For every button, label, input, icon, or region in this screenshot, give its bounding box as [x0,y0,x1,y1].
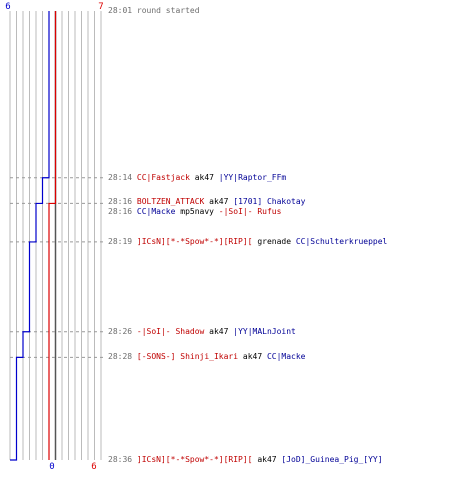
event-time: 28:01 [108,6,137,15]
event-text: ak47 [204,197,234,207]
event-text: CC|Macke [136,206,176,216]
event-time: 28:28 [108,352,137,362]
event-text: grenade [252,236,296,246]
event-row: 28:01 round started [108,6,200,15]
event-row: 28:19 ]ICsN][*-*Spow*-*][RIP][ grenade C… [108,237,387,246]
event-text: [1701] Chakotay [233,197,306,207]
event-text: |YY|MALnJoint [233,326,296,336]
event-row: 28:16 BOLTZEN_ATTACK ak47 [1701] Chakota… [108,197,306,206]
left-team-end-score: 0 [49,462,54,472]
event-row: 28:16 CC|Macke mp5navy -|SoI|- Rufus [108,207,281,216]
event-text: ak47 [238,352,267,362]
event-text: CC|Schulterkrueppel [295,236,388,246]
event-row: 28:14 CC|Fastjack ak47 |YY|Raptor_FFm [108,173,286,182]
event-time: 28:16 [108,197,137,207]
blue-team-line [10,11,50,461]
event-text: |YY|Raptor_FFm [218,172,287,182]
event-text: ak47 [189,172,219,182]
event-text: ak47 [204,326,234,336]
event-time: 28:36 [108,455,137,464]
event-text: ak47 [252,455,282,464]
event-row: 28:36 ]ICsN][*-*Spow*-*][RIP][ ak47 [JoD… [108,455,383,464]
event-text: round started [136,6,200,15]
event-text: -|SoI|- Rufus [218,206,282,216]
event-row: 28:26 -|SoI|- Shadow ak47 |YY|MALnJoint [108,327,296,336]
event-text: ]ICsN][*-*Spow*-*][RIP][ [136,455,253,464]
red-team-line [48,11,57,460]
event-time: 28:26 [108,326,137,336]
event-text: -|SoI|- Shadow [136,326,205,336]
event-text: [JoD]_Guinea_Pig_[YY] [281,455,383,464]
event-text: ]ICsN][*-*Spow*-*][RIP][ [136,236,253,246]
left-team-start-score: 6 [5,2,10,12]
event-text: mp5navy [175,206,219,216]
event-row: 28:28 [-SONS-] Shinji_Ikari ak47 CC|Mack… [108,352,306,361]
right-team-end-score: 6 [91,462,96,472]
event-text: CC|Macke [266,352,306,362]
event-text: BOLTZEN_ATTACK [136,197,205,207]
event-text: CC|Fastjack [136,172,190,182]
event-time: 28:19 [108,236,137,246]
right-team-start-score: 7 [98,2,103,12]
event-time: 28:14 [108,172,137,182]
event-text: [-SONS-] Shinji_Ikari [136,352,239,362]
event-time: 28:16 [108,206,137,216]
